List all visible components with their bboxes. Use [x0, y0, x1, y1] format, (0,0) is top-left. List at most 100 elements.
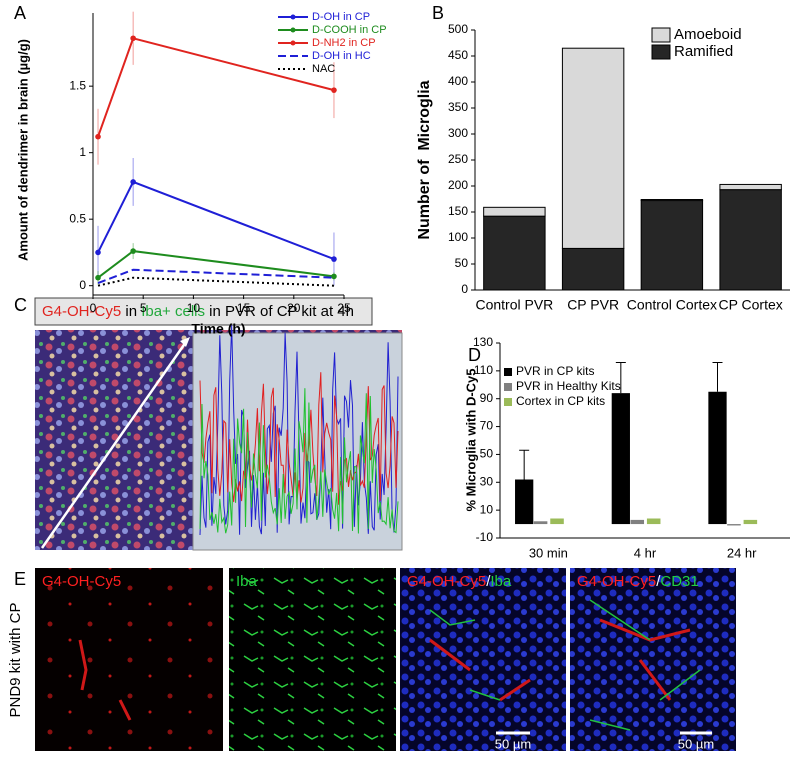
legend-label: D-NH2 in CP — [312, 37, 376, 49]
y-tick-label: 400 — [448, 74, 468, 88]
trace — [199, 372, 399, 505]
y-tick-label: 150 — [448, 204, 468, 218]
x-tick-label: 0 — [90, 301, 97, 315]
label-part: / — [656, 573, 661, 590]
y-tick-label: 350 — [448, 100, 468, 114]
legend-marker — [290, 40, 296, 46]
row-label: PND9 kit with CP — [7, 602, 24, 717]
label-part: Iba — [490, 573, 512, 590]
panel-c-title-box — [34, 297, 373, 326]
point — [331, 256, 337, 262]
profile-arrow — [40, 341, 188, 549]
image-label: G4-OH-Cy5 — [42, 573, 121, 590]
y-tick-label: 110 — [474, 363, 493, 377]
legend-swatch — [651, 27, 671, 43]
panel-letter: D — [468, 345, 481, 365]
micrograph — [35, 568, 223, 751]
bar — [515, 479, 534, 525]
y-axis-title: Number of Microglia — [416, 80, 433, 239]
label-part: Iba — [236, 573, 258, 590]
y-tick-label: 250 — [448, 152, 468, 166]
legend-swatch — [504, 368, 512, 376]
legend-label: NAC — [312, 63, 335, 75]
y-axis-title: % Microglia with D-Cy5 — [463, 368, 478, 511]
bar — [611, 393, 630, 525]
y-tick-label: 90 — [480, 391, 494, 405]
panel-letter: B — [432, 3, 444, 23]
x-tick-label: Control PVR — [475, 297, 553, 313]
x-tick-label: 30 min — [529, 545, 568, 560]
bar — [630, 519, 645, 525]
micrograph — [400, 568, 566, 751]
legend-swatch — [504, 383, 512, 391]
x-tick-label: 5 — [140, 301, 147, 315]
y-axis-title: Amount of dendrimer in brain (µg/g) — [15, 39, 30, 261]
y-tick-label: 50 — [480, 447, 494, 461]
x-tick-label: 20 — [287, 301, 301, 315]
title-part: Iba+ cells — [141, 303, 205, 320]
panel-c-title: G4-OH-Cy5 in Iba+ cells in PVR of CP kit… — [42, 303, 354, 320]
label-part: / — [486, 573, 491, 590]
label-part: G4-OH-Cy5 — [577, 573, 656, 590]
legend-marker — [290, 14, 296, 20]
scale-bar-label: 50 µm — [678, 736, 714, 751]
x-tick-label: 15 — [237, 301, 251, 315]
bar — [550, 518, 564, 525]
trace — [199, 388, 399, 534]
label-part: CD31 — [660, 573, 698, 590]
y-tick-label: 10 — [480, 502, 494, 516]
bar-segment — [561, 47, 625, 249]
y-tick-label: 0 — [461, 282, 468, 296]
y-tick-label: -10 — [476, 530, 494, 544]
bar — [743, 519, 758, 525]
bar-segment — [640, 200, 704, 291]
y-tick-label: 50 — [455, 256, 469, 270]
title-part: G4-OH-Cy5 — [42, 303, 121, 320]
signal — [429, 599, 701, 731]
legend-label: D-COOH in CP — [312, 24, 387, 36]
y-tick-label: 200 — [448, 178, 468, 192]
y-tick-label: 1.5 — [69, 78, 86, 92]
bar-segment — [719, 183, 782, 191]
y-tick-label: 300 — [448, 126, 468, 140]
point — [130, 248, 136, 254]
panel-letter: A — [14, 3, 26, 23]
y-tick-label: 1 — [79, 145, 86, 159]
x-tick-label: Control Cortex — [627, 297, 717, 313]
y-tick-label: 70 — [480, 419, 494, 433]
legend-swatch — [504, 398, 512, 406]
legend-label: PVR in Healthy Kits — [516, 379, 621, 393]
panel-letter: C — [14, 295, 27, 315]
title-part: in PVR of CP kit at 4h — [205, 303, 354, 320]
point — [130, 35, 136, 42]
x-tick-label: 25 — [337, 301, 351, 315]
y-tick-label: 130 — [473, 335, 493, 349]
bar — [646, 518, 661, 525]
x-tick-label: CP PVR — [567, 297, 619, 313]
bar — [533, 521, 548, 525]
label-part: G4-OH-Cy5 — [407, 573, 486, 590]
bar — [727, 524, 741, 526]
y-tick-label: 0 — [79, 278, 86, 292]
bar-segment — [719, 189, 782, 291]
arrow-head — [180, 337, 190, 347]
legend-label: Cortex in CP kits — [516, 394, 605, 408]
image-label: G4-OH-Cy5/CD31 — [577, 573, 699, 590]
legend-label: D-OH in HC — [312, 50, 371, 62]
legend-label: Amoeboid — [674, 26, 742, 43]
x-tick-label: CP Cortex — [718, 297, 782, 313]
series-line — [97, 268, 334, 284]
point — [95, 133, 101, 140]
point — [95, 249, 101, 256]
point — [331, 87, 337, 93]
legend-label: PVR in CP kits — [516, 364, 594, 378]
panel-letter: E — [14, 569, 26, 589]
x-tick-label: 10 — [187, 301, 201, 315]
y-tick-label: 30 — [480, 474, 494, 488]
legend-label: Ramified — [674, 43, 733, 60]
series-line — [97, 276, 334, 287]
x-tick-label: 24 hr — [727, 545, 757, 560]
legend-marker — [290, 27, 296, 33]
title-part: in — [121, 303, 141, 320]
